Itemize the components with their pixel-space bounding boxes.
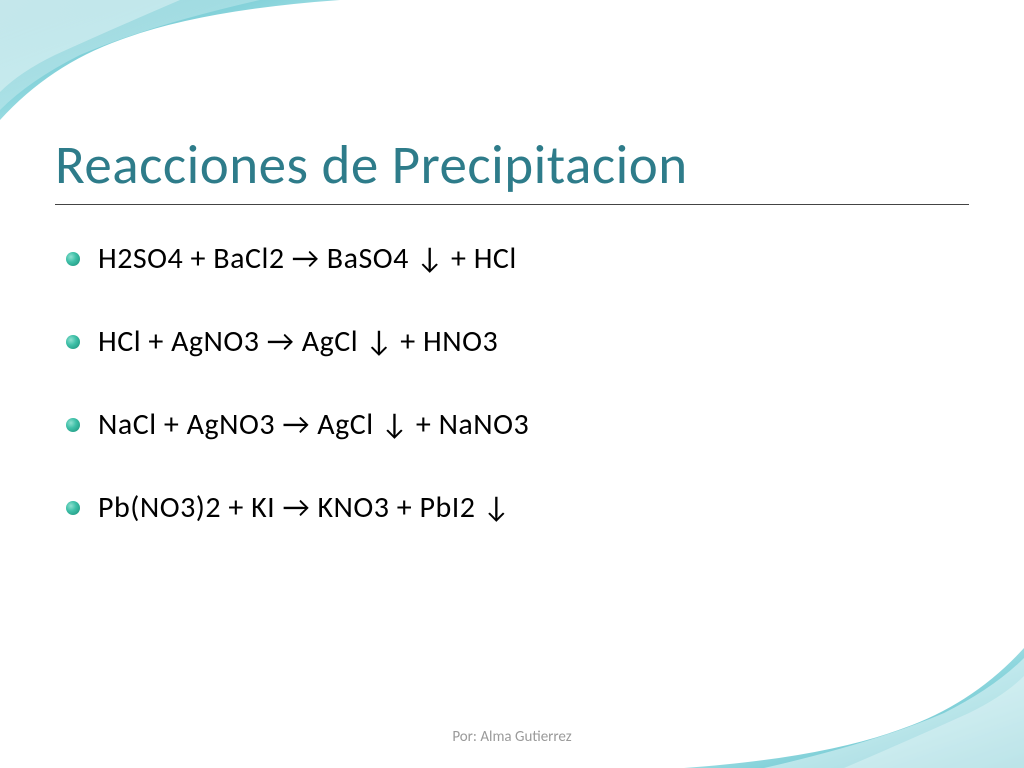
list-item: HCl + AgNO3 → AgCl ↓ + HNO3 bbox=[60, 323, 964, 360]
reaction-text: NaCl + AgNO3 → AgCl ↓ + NaNO3 bbox=[98, 406, 529, 443]
list-item: H2SO4 + BaCl2 → BaSO4 ↓ + HCl bbox=[60, 240, 964, 277]
footer-credit: Por: Alma Gutierrez bbox=[0, 728, 1024, 746]
reaction-text: Pb(NO3)2 + KI → KNO3 + PbI2 ↓ bbox=[98, 489, 510, 526]
reaction-text: HCl + AgNO3 → AgCl ↓ + HNO3 bbox=[98, 323, 498, 360]
corner-decoration-bottom-right bbox=[684, 648, 1024, 768]
slide: Reacciones de Precipitacion H2SO4 + BaCl… bbox=[0, 0, 1024, 768]
corner-decoration-top-left bbox=[0, 0, 340, 120]
slide-title: Reacciones de Precipitacion bbox=[55, 135, 969, 205]
list-item: NaCl + AgNO3 → AgCl ↓ + NaNO3 bbox=[60, 406, 964, 443]
reactions-list: H2SO4 + BaCl2 → BaSO4 ↓ + HCl HCl + AgNO… bbox=[60, 240, 964, 526]
reaction-text: H2SO4 + BaCl2 → BaSO4 ↓ + HCl bbox=[98, 240, 517, 277]
title-container: Reacciones de Precipitacion bbox=[55, 135, 969, 205]
content-area: H2SO4 + BaCl2 → BaSO4 ↓ + HCl HCl + AgNO… bbox=[60, 240, 964, 572]
list-item: Pb(NO3)2 + KI → KNO3 + PbI2 ↓ bbox=[60, 489, 964, 526]
